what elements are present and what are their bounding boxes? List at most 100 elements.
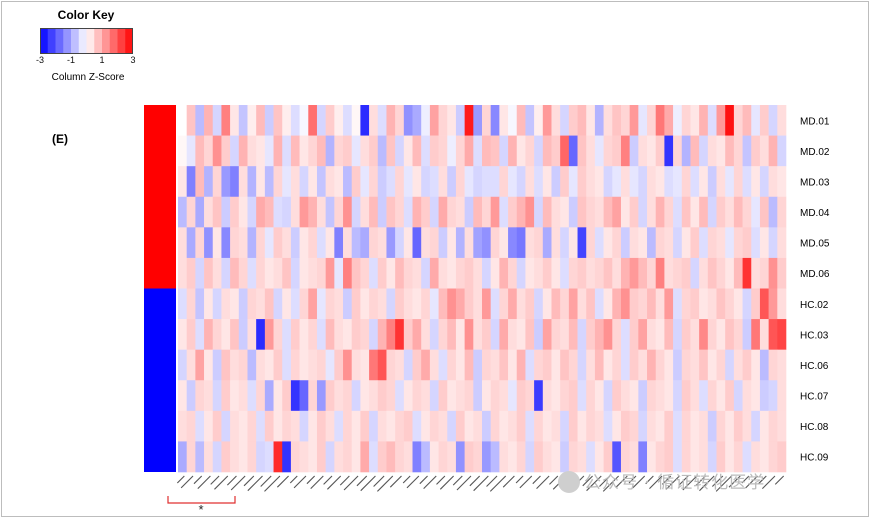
heatmap-cell xyxy=(360,380,370,412)
heatmap-cell xyxy=(612,441,622,473)
color-key-step xyxy=(102,28,111,54)
heatmap-cell xyxy=(525,288,535,320)
column-label-mark xyxy=(406,475,420,489)
heatmap-cell xyxy=(316,166,326,198)
heatmap-cell xyxy=(664,196,674,228)
heatmap-cell xyxy=(759,105,769,136)
heatmap-cell xyxy=(542,227,552,259)
heatmap-cell xyxy=(681,135,691,167)
column-label-mark xyxy=(343,475,359,491)
heatmap-cell xyxy=(247,135,257,167)
heatmap-cell xyxy=(629,227,639,259)
heatmap-cell xyxy=(560,227,570,259)
heatmap-cell xyxy=(638,441,648,473)
heatmap-cell xyxy=(568,257,578,289)
heatmap-cell xyxy=(568,105,578,136)
heatmap-cell xyxy=(525,380,535,412)
heatmap-cell xyxy=(334,380,344,412)
heatmap-cell xyxy=(421,166,431,198)
heatmap-cell xyxy=(768,227,778,259)
heatmap-cell xyxy=(447,319,457,350)
heatmap-cell xyxy=(664,288,674,320)
heatmap-cell xyxy=(612,105,622,136)
heatmap-cell xyxy=(412,441,422,473)
heatmap-cell xyxy=(733,257,743,289)
heatmap-cell xyxy=(542,135,552,167)
column-label-mark xyxy=(532,475,541,485)
heatmap-cell xyxy=(334,196,344,228)
heatmap-cell xyxy=(620,319,630,350)
heatmap-cell xyxy=(568,319,578,350)
heatmap-cell xyxy=(473,135,483,167)
heatmap-cell xyxy=(334,410,344,442)
heatmap-cell xyxy=(542,410,552,442)
column-label-mark xyxy=(436,475,446,485)
heatmap-cell xyxy=(777,319,787,350)
heatmap-cell xyxy=(256,288,266,320)
heatmap-cell xyxy=(369,380,379,412)
heatmap-cell xyxy=(282,196,292,228)
row-label: HC.02 xyxy=(800,300,829,311)
heatmap-cell xyxy=(681,288,691,320)
heatmap-cell xyxy=(386,380,396,412)
heatmap-cell xyxy=(655,441,665,473)
heatmap-cell xyxy=(212,319,222,350)
heatmap-cell xyxy=(186,441,196,473)
heatmap-cell xyxy=(247,288,257,320)
heatmap-cell xyxy=(534,349,544,381)
heatmap-cell xyxy=(560,349,570,381)
heatmap-cell xyxy=(290,166,300,198)
heatmap-cell xyxy=(386,166,396,198)
heatmap-cell xyxy=(221,380,231,412)
heatmap-cell xyxy=(638,227,648,259)
heatmap-cell xyxy=(482,257,491,289)
heatmap-cell xyxy=(508,441,518,473)
column-label-mark xyxy=(645,475,654,485)
heatmap-cell xyxy=(525,349,535,381)
heatmap-cell xyxy=(586,319,596,350)
heatmap-cell xyxy=(377,441,387,473)
heatmap-cell xyxy=(343,196,353,228)
heatmap-cell xyxy=(212,349,222,381)
heatmap-cell xyxy=(742,349,752,381)
heatmap-cell xyxy=(455,227,465,259)
heatmap-cell xyxy=(516,257,526,289)
heatmap-cell xyxy=(264,380,274,412)
heatmap-cell xyxy=(212,105,222,136)
heatmap-cell xyxy=(733,196,743,228)
heatmap-cell xyxy=(290,105,300,136)
column-label-mark xyxy=(456,475,472,491)
heatmap-cell xyxy=(499,135,509,167)
heatmap-cell xyxy=(264,257,274,289)
heatmap-cell xyxy=(369,166,379,198)
heatmap-cell xyxy=(204,410,214,442)
heatmap-cell xyxy=(725,227,735,259)
heatmap-cell xyxy=(568,380,578,412)
heatmap-cell xyxy=(673,135,683,167)
column-label-mark xyxy=(549,475,559,485)
column-label-mark xyxy=(377,475,394,492)
heatmap-cell xyxy=(638,380,648,412)
heatmap-cell xyxy=(178,135,187,167)
column-label-mark xyxy=(180,475,194,489)
column-label-mark xyxy=(243,475,255,487)
heatmap-cell xyxy=(282,166,292,198)
heatmap-cell xyxy=(629,410,639,442)
heatmap-cell xyxy=(316,135,326,167)
heatmap-cell xyxy=(673,166,683,198)
heatmap-cell xyxy=(768,410,778,442)
heatmap-cell xyxy=(542,257,552,289)
heatmap-cell xyxy=(577,257,587,289)
heatmap-cell xyxy=(325,135,335,167)
heatmap-cell xyxy=(725,319,735,350)
heatmap-cell xyxy=(777,257,787,289)
heatmap-cell xyxy=(751,135,761,167)
heatmap-cell xyxy=(264,288,274,320)
heatmap-cell xyxy=(759,227,769,259)
heatmap-cell xyxy=(473,196,483,228)
heatmap-cell xyxy=(612,380,622,412)
heatmap-cell xyxy=(534,227,544,259)
heatmap-cell xyxy=(473,349,483,381)
heatmap-cell xyxy=(742,227,752,259)
heatmap-cell xyxy=(655,166,665,198)
